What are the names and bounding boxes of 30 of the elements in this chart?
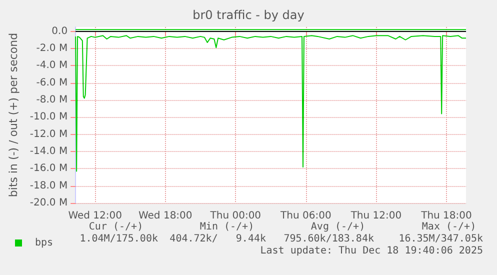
y-tick-label: -6.0 M bbox=[36, 77, 68, 88]
text: Max (-/+) bbox=[422, 222, 476, 232]
x-tick-label: Thu 18:00 bbox=[420, 210, 472, 222]
y-axis-title: bits in (-) / out (+) per second bbox=[7, 32, 20, 198]
text: Avg (-/+) bbox=[310, 222, 366, 232]
y-tick-label: -10.0 M bbox=[30, 112, 68, 123]
y-tick-label: -18.0 M bbox=[30, 180, 68, 192]
y-tick-label: -12.0 M bbox=[30, 128, 68, 140]
y-tick-label: -20.0 M bbox=[30, 198, 68, 208]
text: 16.35M/347.05k bbox=[398, 234, 483, 244]
x-tick-label: Thu 12:00 bbox=[350, 210, 402, 222]
line-series bbox=[75, 35, 466, 172]
y-tick-label: 0.0 bbox=[52, 26, 68, 37]
text: Last update: Thu Dec 18 19:40:06 2025 bbox=[260, 246, 483, 256]
y-tick-label: -2.0 M bbox=[36, 42, 68, 54]
y-tick-label: -14.0 M bbox=[30, 146, 68, 157]
text: 404.72k/ 9.44k bbox=[170, 234, 266, 244]
chart-title: br0 traffic - by day bbox=[192, 8, 304, 22]
legend-label: bps bbox=[35, 238, 54, 248]
text: 795.60k/183.84k bbox=[284, 234, 374, 244]
x-tick-label: Thu 00:00 bbox=[209, 210, 262, 222]
x-tick-label: Thu 06:00 bbox=[280, 210, 332, 222]
y-tick-label: -4.0 M bbox=[36, 60, 68, 72]
text: Cur (-/+) bbox=[88, 222, 144, 232]
text: 1.04M/175.00k bbox=[80, 234, 158, 244]
y-tick-label: -8.0 M bbox=[36, 94, 68, 106]
text: Min (-/+) bbox=[200, 222, 254, 232]
y-tick-label: -16.0 M bbox=[30, 163, 68, 174]
x-tick-label: Wed 18:00 bbox=[138, 210, 192, 222]
x-tick-label: Wed 12:00 bbox=[68, 210, 122, 222]
